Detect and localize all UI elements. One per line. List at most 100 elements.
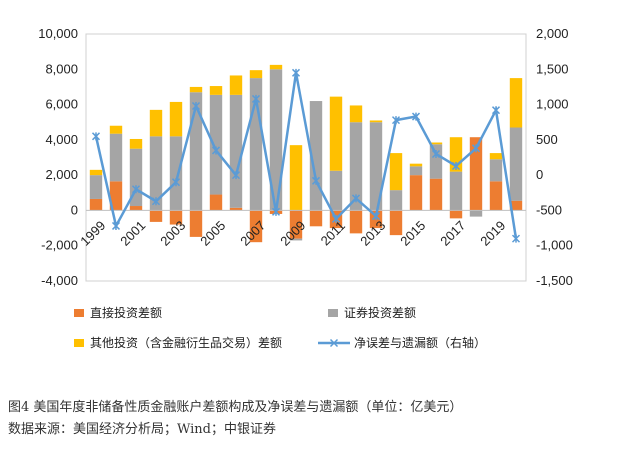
- x-axis-tick-label: 2007: [237, 218, 268, 249]
- line-point-marker: [371, 212, 381, 221]
- right-axis-tick-label: 1,500: [536, 61, 569, 76]
- right-axis-tick-label: 0: [536, 167, 543, 182]
- line-point-marker: [451, 161, 461, 170]
- bar-segment: [389, 153, 403, 191]
- legend-swatch: [74, 339, 84, 347]
- line-point-marker: [111, 221, 121, 230]
- bar-segment: [449, 171, 463, 211]
- legend-label: 直接投资差额: [90, 305, 162, 320]
- bar-segment: [469, 210, 483, 217]
- bar-segment: [209, 94, 223, 195]
- bar-segment: [349, 105, 363, 123]
- bar-segment: [149, 210, 163, 222]
- x-axis-tick-label: 2003: [157, 218, 188, 249]
- left-axis-tick-label: 8,000: [45, 61, 78, 76]
- bar-segment: [389, 190, 403, 211]
- bar-segment: [109, 133, 123, 182]
- line-point-marker: [151, 197, 161, 206]
- bar-segment: [269, 69, 283, 211]
- bar-segment: [349, 210, 363, 234]
- right-axis-tick-label: -1,500: [536, 273, 573, 288]
- left-axis-tick-label: 10,000: [38, 26, 78, 41]
- line-point-marker: [351, 194, 361, 203]
- left-axis-tick-label: 6,000: [45, 97, 78, 112]
- x-axis-tick-label: 2009: [277, 218, 308, 249]
- chart-svg: -4,000 -2,000 0 2,000 4,000 6,000 8,000 10,000 -…: [38, 26, 573, 350]
- line-point-marker: [511, 234, 521, 243]
- bar-segment: [149, 136, 163, 211]
- figure-caption: 图4 美国年度非储备性质金融账户差额构成及净误差与遗漏额（单位：亿美元）: [8, 400, 463, 415]
- bar-segment: [349, 122, 363, 211]
- line-point-marker: [251, 94, 261, 103]
- bar-segment: [229, 207, 243, 211]
- line-point-marker: [231, 171, 241, 180]
- line-point-marker: [291, 68, 301, 77]
- bar-segment: [249, 70, 263, 79]
- line-point-marker: [91, 132, 101, 141]
- bar-segment: [89, 169, 103, 176]
- bar-segment: [369, 120, 383, 123]
- left-axis-tick-label: 2,000: [45, 167, 78, 182]
- bar-segment: [329, 96, 343, 171]
- bar-segment: [289, 145, 303, 211]
- x-axis-tick-label: 2019: [477, 218, 508, 249]
- line-point-marker: [271, 207, 281, 216]
- right-axis-tick-label: -1,000: [536, 238, 573, 253]
- right-axis-tick-label: 500: [536, 132, 558, 147]
- line-point-marker: [471, 144, 481, 153]
- legend-label: 证券投资差额: [344, 305, 416, 320]
- bar-segment: [409, 175, 423, 211]
- bar-segment: [429, 142, 443, 145]
- line-point-marker: [131, 185, 141, 194]
- left-axis-tick-label: 4,000: [45, 132, 78, 147]
- bar-segment: [409, 163, 423, 167]
- bar-segment: [209, 194, 223, 211]
- line-point-marker: [311, 176, 321, 185]
- x-axis-tick-label: 1999: [77, 218, 108, 249]
- legend-swatch: [74, 309, 84, 317]
- line-point-marker: [431, 149, 441, 159]
- left-axis-tick-label: -2,000: [41, 238, 78, 253]
- right-axis-tick-label: 2,000: [536, 26, 569, 41]
- right-axis-tick-label: -500: [536, 202, 562, 217]
- x-axis-tick-label: 2001: [117, 218, 148, 249]
- legend-label: 其他投资（含金融衍生品交易）差额: [90, 335, 282, 350]
- bar-segment: [389, 210, 403, 236]
- line-point-marker: [171, 178, 181, 187]
- bar-segment: [269, 64, 283, 70]
- plot-frame: [85, 33, 527, 282]
- bar-segment: [469, 137, 483, 211]
- chart-area: -4,000 -2,000 0 2,000 4,000 6,000 8,000 10,000 -…: [38, 26, 573, 350]
- bar-segment: [89, 175, 103, 199]
- bar-segment: [429, 144, 443, 179]
- line-series: [94, 72, 518, 239]
- bar-segment: [509, 127, 523, 201]
- bar-segment: [489, 159, 503, 182]
- bar-segment: [169, 101, 183, 137]
- right-axis-tick-label: 1,000: [536, 97, 569, 112]
- bar-segment: [229, 94, 243, 208]
- line-point-marker: [411, 112, 421, 121]
- bar-segment: [249, 210, 263, 243]
- bar-segment: [189, 86, 203, 93]
- legend-swatch: [328, 309, 338, 317]
- bar-segment: [169, 210, 183, 225]
- bar-segment: [509, 200, 523, 211]
- bar-segment: [229, 75, 243, 95]
- left-axis-tick-label: 0: [71, 202, 78, 217]
- line-point-marker: [331, 214, 341, 223]
- bar-segment: [289, 210, 303, 239]
- bar-segment: [109, 125, 123, 134]
- bar-segment: [329, 170, 343, 211]
- bar-segment: [289, 238, 303, 241]
- legend-line-marker: [329, 338, 339, 348]
- bar-segment: [109, 181, 123, 211]
- bar-segment: [429, 178, 443, 211]
- bar-segment: [449, 210, 463, 219]
- bar-segment: [489, 153, 503, 160]
- bar-segment: [149, 109, 163, 137]
- x-axis-tick-label: 2017: [437, 218, 468, 249]
- left-axis-tick-label: -4,000: [41, 273, 78, 288]
- bar-segment: [489, 181, 503, 211]
- bar-segment: [189, 210, 203, 237]
